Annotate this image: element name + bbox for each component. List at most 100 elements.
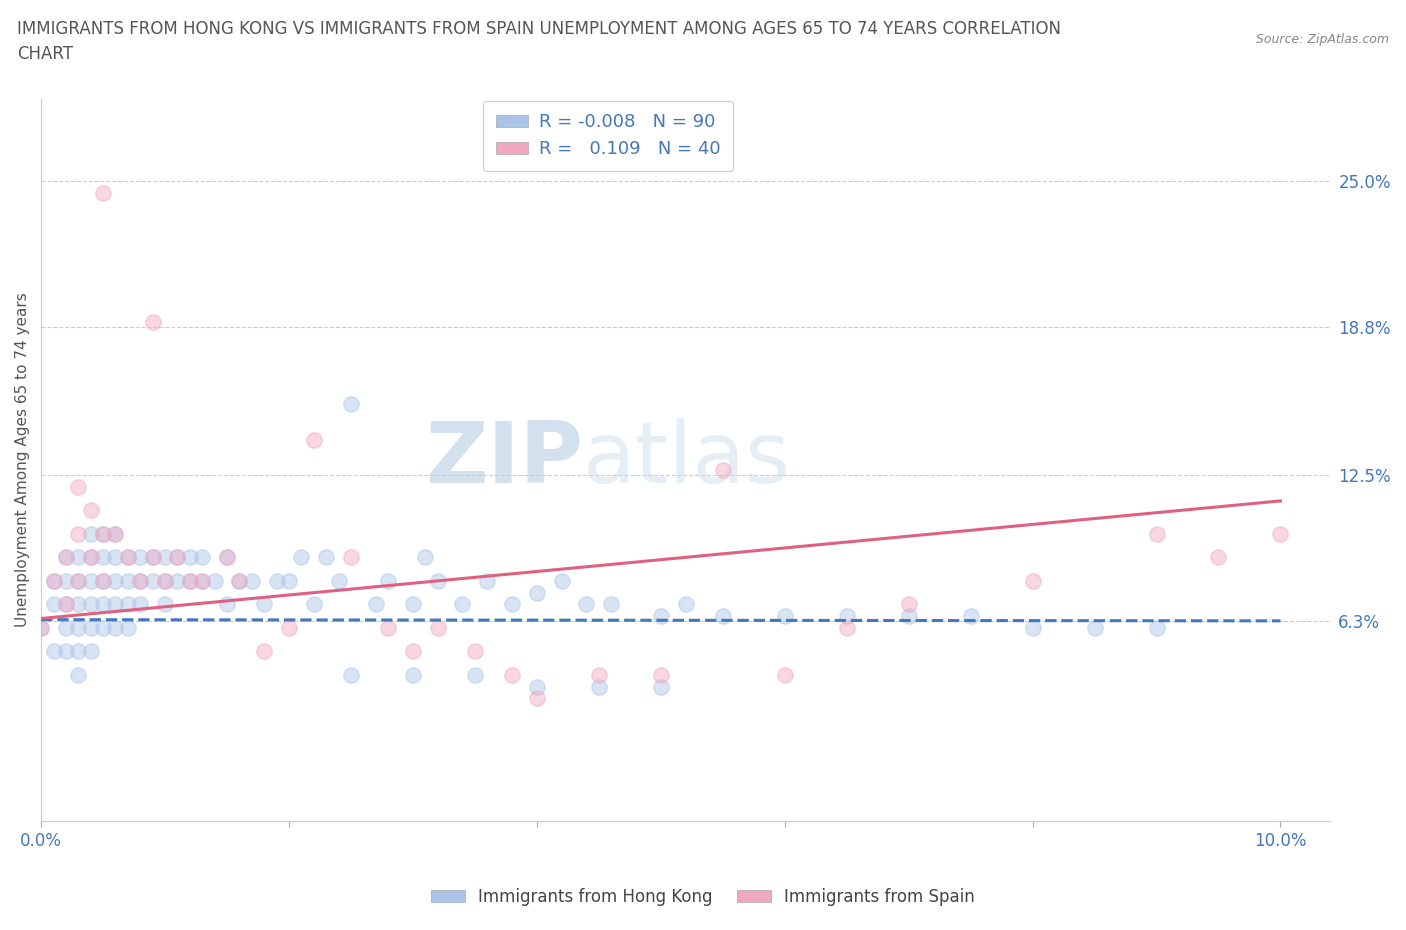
Point (526, 691, 548, 706)
Point (104, 574, 127, 589)
Point (42, 597, 65, 612)
Point (142, 314, 165, 329)
Point (129, 574, 152, 589)
Point (55, 644, 77, 658)
Point (711, 609, 734, 624)
Point (340, 397, 363, 412)
Point (91, 185, 114, 200)
Point (377, 620, 399, 635)
Point (166, 550, 188, 565)
Point (191, 574, 214, 589)
Text: CHART: CHART (17, 45, 73, 62)
Point (117, 574, 139, 589)
Point (91, 574, 114, 589)
Point (364, 597, 387, 612)
Point (142, 574, 165, 589)
Point (464, 668, 486, 683)
Point (67, 574, 90, 589)
Point (240, 574, 263, 589)
Point (215, 597, 238, 612)
Point (1208, 550, 1230, 565)
Point (959, 609, 981, 624)
Point (835, 609, 858, 624)
Point (266, 574, 288, 589)
Point (1083, 620, 1105, 635)
Point (104, 550, 127, 565)
Point (179, 550, 201, 565)
Point (67, 574, 90, 589)
Point (1146, 526, 1168, 541)
Point (153, 574, 176, 589)
Point (117, 597, 139, 612)
Point (67, 597, 90, 612)
Point (204, 574, 226, 589)
Point (179, 574, 201, 589)
Point (253, 597, 276, 612)
Point (1021, 574, 1043, 589)
Point (340, 550, 363, 565)
Point (79, 526, 101, 541)
Point (55, 574, 77, 589)
Point (402, 668, 425, 683)
Point (67, 644, 90, 658)
Point (550, 574, 572, 589)
Point (67, 668, 90, 683)
Point (897, 609, 920, 624)
Point (91, 550, 114, 565)
Point (650, 668, 672, 683)
Point (153, 597, 176, 612)
Point (526, 585, 548, 600)
Point (55, 550, 77, 565)
Point (426, 620, 449, 635)
Legend: R = -0.008   N = 90, R =   0.109   N = 40: R = -0.008 N = 90, R = 0.109 N = 40 (484, 100, 734, 171)
Point (67, 620, 90, 635)
Y-axis label: Unemployment Among Ages 65 to 74 years: Unemployment Among Ages 65 to 74 years (15, 292, 30, 627)
Point (501, 597, 523, 612)
Point (30, 620, 52, 635)
Point (79, 644, 101, 658)
Point (79, 503, 101, 518)
Point (773, 668, 796, 683)
Point (79, 597, 101, 612)
Point (67, 479, 90, 494)
Point (191, 550, 214, 565)
Point (79, 550, 101, 565)
Point (117, 620, 139, 635)
Point (328, 574, 350, 589)
Point (228, 574, 250, 589)
Point (1146, 620, 1168, 635)
Text: ZIP: ZIP (425, 418, 582, 501)
Point (773, 609, 796, 624)
Point (302, 432, 325, 447)
Point (302, 597, 325, 612)
Point (153, 574, 176, 589)
Point (117, 550, 139, 565)
Point (340, 668, 363, 683)
Point (91, 597, 114, 612)
Point (42, 574, 65, 589)
Point (451, 597, 474, 612)
Point (575, 597, 598, 612)
Point (55, 550, 77, 565)
Point (179, 574, 201, 589)
Point (426, 574, 449, 589)
Point (42, 574, 65, 589)
Point (413, 550, 436, 565)
Point (30, 620, 52, 635)
Point (215, 550, 238, 565)
Text: Source: ZipAtlas.com: Source: ZipAtlas.com (1256, 33, 1389, 46)
Point (104, 526, 127, 541)
Point (142, 550, 165, 565)
Point (67, 550, 90, 565)
Text: atlas: atlas (582, 418, 790, 501)
Point (711, 463, 734, 478)
Point (55, 597, 77, 612)
Point (278, 620, 301, 635)
Point (91, 574, 114, 589)
Point (650, 609, 672, 624)
Point (290, 550, 312, 565)
Text: IMMIGRANTS FROM HONG KONG VS IMMIGRANTS FROM SPAIN UNEMPLOYMENT AMONG AGES 65 TO: IMMIGRANTS FROM HONG KONG VS IMMIGRANTS … (17, 20, 1062, 38)
Point (501, 668, 523, 683)
Point (191, 574, 214, 589)
Point (588, 668, 610, 683)
